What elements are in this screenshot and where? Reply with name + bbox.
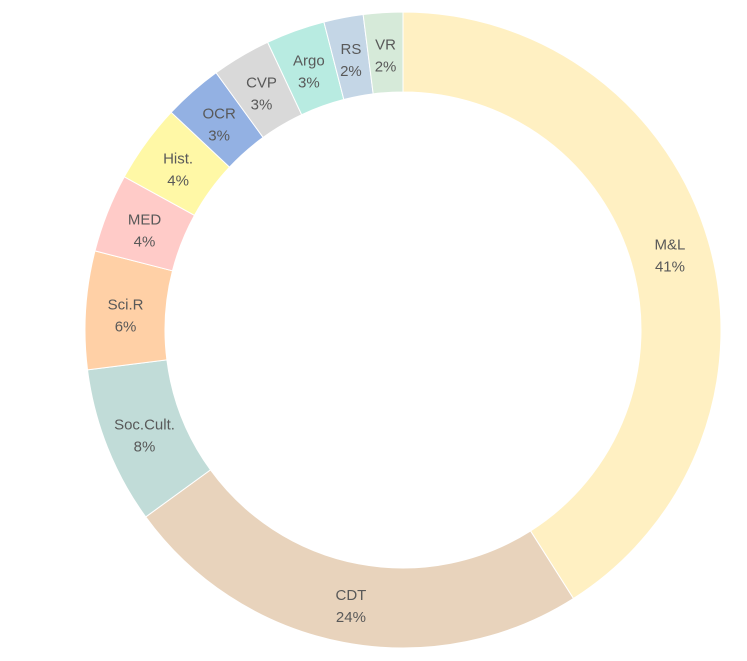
slice-label: CDT 24%: [335, 587, 366, 626]
slice-category: RS: [340, 41, 361, 58]
slice-category: Argo: [293, 52, 325, 69]
slice-label: VR 2%: [375, 37, 397, 76]
slice-label: M&L 41%: [655, 236, 686, 275]
slice-label: MED 4%: [128, 212, 162, 251]
slice-label: OCR 3%: [202, 105, 236, 144]
slice-category: CDT: [335, 587, 366, 604]
slice-percent: 3%: [298, 74, 320, 91]
slice-percent: 2%: [340, 63, 362, 80]
slice-label: Hist. 4%: [163, 151, 193, 190]
slice-category: M&L: [655, 236, 686, 253]
slice-m-l: [402, 11, 722, 600]
slice-percent: 41%: [655, 258, 685, 275]
slice-percent: 3%: [208, 127, 230, 144]
slice-category: Soc.Cult.: [114, 416, 175, 433]
slice-percent: 6%: [115, 319, 137, 336]
slice-label: CVP 3%: [246, 75, 277, 114]
slice-label: Argo 3%: [293, 52, 325, 91]
donut-labels: M&L 41%CDT 24%Soc.Cult. 8%Sci.R 6%MED 4%Hist.…: [108, 37, 686, 627]
slice-label: Sci.R 6%: [108, 297, 144, 336]
slice-label: RS 2%: [340, 41, 362, 80]
slice-percent: 4%: [134, 234, 156, 251]
donut-slices: [84, 11, 722, 649]
slice-vr: [362, 11, 404, 95]
slice-percent: 4%: [167, 173, 189, 190]
slice-percent: 2%: [375, 59, 397, 76]
slice-cdt: [145, 469, 575, 649]
slice-category: Sci.R: [108, 297, 144, 314]
slice-category: OCR: [202, 105, 236, 122]
slice-category: Hist.: [163, 151, 193, 168]
slice-percent: 3%: [251, 97, 273, 114]
slice-percent: 24%: [336, 609, 366, 626]
slice-category: MED: [128, 212, 162, 229]
slice-category: CVP: [246, 75, 277, 92]
slice-label: Soc.Cult. 8%: [114, 416, 175, 455]
slice-percent: 8%: [134, 438, 156, 455]
slice-category: VR: [375, 37, 396, 54]
